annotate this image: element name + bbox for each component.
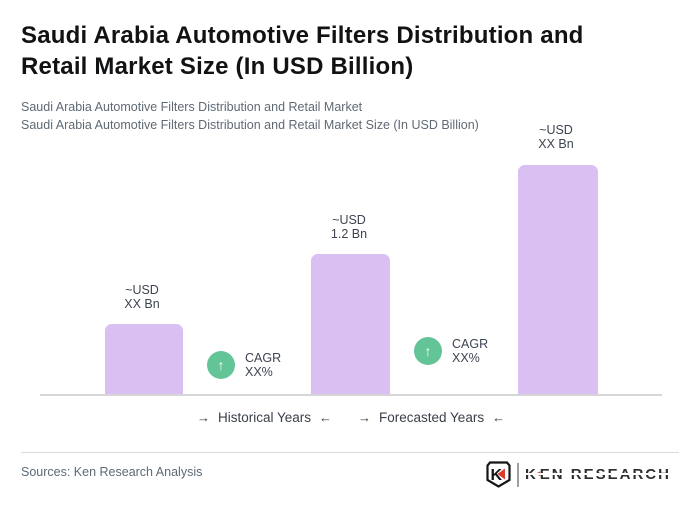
x-axis-baseline <box>40 394 662 396</box>
page-title-line2: Retail Market Size (In USD Billion) <box>21 53 414 80</box>
bar1-value-prefix: ~USD <box>125 283 159 297</box>
wordmark-rest: EN RESEARCH <box>539 466 671 483</box>
bar2-value: 1.2 Bn <box>330 227 368 241</box>
svg-text:K: K <box>491 467 503 484</box>
growth-badge-2: ↑ <box>414 337 442 365</box>
bar-historical-start <box>105 324 183 394</box>
bar-historical-end <box>311 254 390 394</box>
sources-note: Sources: Ken Research Analysis <box>21 465 203 479</box>
ken-research-emblem-icon: K <box>486 461 511 488</box>
cagr-annotation-2: ↑ CAGR XX% <box>414 337 488 365</box>
axis-group-forecasted: → Forecasted Years ← <box>358 410 505 425</box>
arrow-left-icon: ← <box>319 410 333 425</box>
cagr-annotation-1: ↑ CAGR XX% <box>207 351 281 379</box>
ken-research-wordmark: K◄EN RESEARCH <box>525 466 671 483</box>
arrow-right-icon: → <box>358 410 371 425</box>
axis-group-historical-label: Historical Years <box>218 410 312 425</box>
growth-badge-1: ↑ <box>207 351 235 379</box>
cagr-text-2: CAGR XX% <box>452 337 488 365</box>
cagr2-label: CAGR <box>452 337 489 351</box>
cagr-text-1: CAGR XX% <box>245 351 281 379</box>
arrow-right-icon: → <box>197 410 210 425</box>
page-title-line1: Saudi Arabia Automotive Filters Distribu… <box>21 22 584 49</box>
bar-value-label-2: ~USD 1.2 Bn <box>299 213 399 241</box>
ken-research-logo: K K◄EN RESEARCH <box>486 461 671 488</box>
bar3-value: XX Bn <box>538 137 574 151</box>
bar-forecast <box>518 165 598 394</box>
cagr2-value: XX% <box>452 351 480 365</box>
logo-separator <box>517 462 519 487</box>
wordmark-k: K <box>525 466 538 483</box>
bar3-value-prefix: ~USD <box>539 123 573 137</box>
bar-value-label-1: ~USD XX Bn <box>92 283 192 311</box>
cagr1-value: XX% <box>245 365 273 379</box>
axis-group-forecasted-label: Forecasted Years <box>379 410 485 425</box>
bar-value-label-3: ~USD XX Bn <box>506 123 606 151</box>
arrow-left-icon: ← <box>492 410 506 425</box>
bar2-value-prefix: ~USD <box>332 213 366 227</box>
page-title: Saudi Arabia Automotive Filters Distribu… <box>21 20 584 82</box>
footer-divider <box>21 452 679 453</box>
bar1-value: XX Bn <box>124 297 160 311</box>
arrow-up-icon: ↑ <box>217 357 225 373</box>
cagr1-label: CAGR <box>245 351 282 365</box>
chart-subtitle-line1: Saudi Arabia Automotive Filters Distribu… <box>21 100 363 114</box>
axis-group-historical: → Historical Years ← <box>197 410 332 425</box>
chart-subtitle-line2: Saudi Arabia Automotive Filters Distribu… <box>21 118 479 132</box>
arrow-up-icon: ↑ <box>424 343 432 359</box>
chart-subtitle: Saudi Arabia Automotive Filters Distribu… <box>21 98 479 134</box>
